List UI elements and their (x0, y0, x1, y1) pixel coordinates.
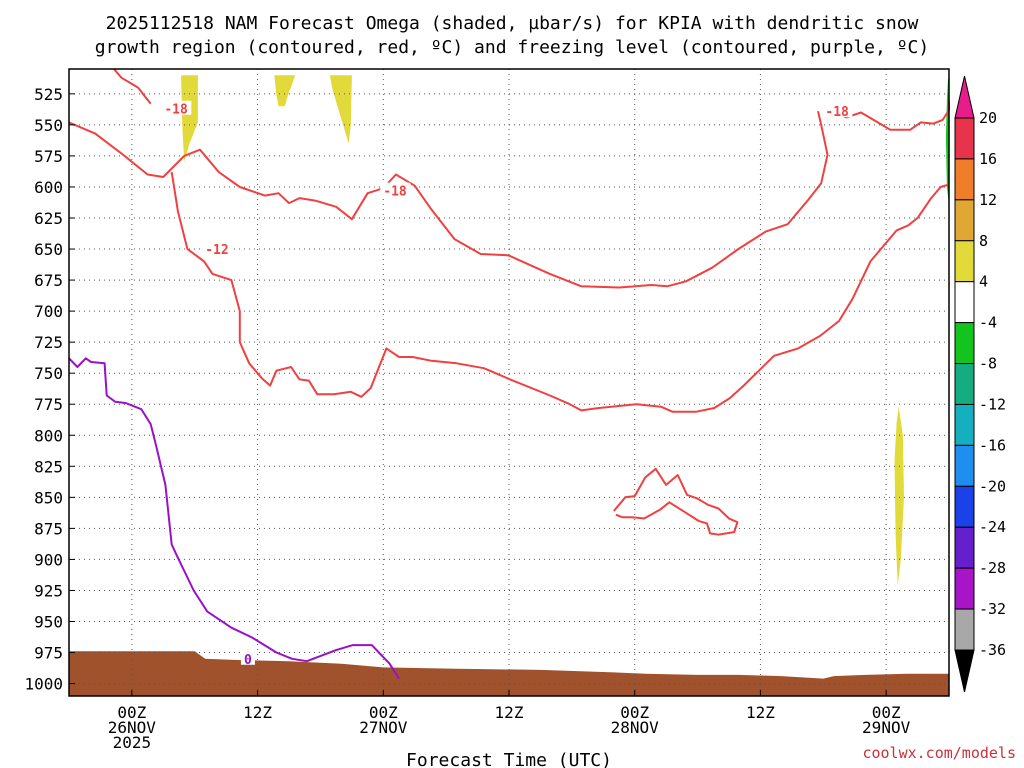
y-tick-label: 775 (34, 395, 63, 414)
colorbar-band (954, 444, 975, 487)
colorbar-band (954, 158, 975, 201)
contour-labels: -18 -18 -18 -12 0 (161, 100, 853, 668)
colorbar-label: -8 (979, 355, 997, 373)
colorbar-band (954, 240, 975, 283)
freezing-level-contour (68, 357, 400, 680)
y-tick-label: 525 (34, 85, 63, 104)
y-tick-label: 575 (34, 147, 63, 166)
y-tick-label: 800 (34, 426, 63, 445)
x-tick-label: 12Z (495, 703, 524, 722)
y-tick-label: 675 (34, 271, 63, 290)
y-tick-label: 750 (34, 364, 63, 383)
y-tick-label: 550 (34, 116, 63, 135)
x-tick-label: 00Z (872, 703, 901, 722)
x-tick-label: 29NOV (862, 718, 911, 737)
credit-text: coolwx.com/models (862, 744, 1016, 762)
red-contour-minus12-lower-island (613, 467, 739, 536)
y-tick-label: 600 (34, 178, 63, 197)
contour-label: 0 (244, 653, 252, 668)
x-tick-label: 28NOV (611, 718, 660, 737)
colorbar-band (954, 567, 975, 610)
colorbar-label: 12 (979, 191, 997, 209)
contour-label-background (161, 100, 192, 115)
omega-area-3 (329, 75, 352, 144)
y-tick-label: 925 (34, 581, 63, 600)
colorbar-band (954, 322, 975, 365)
x-tick-label: 12Z (746, 703, 775, 722)
omega-area-2 (274, 75, 296, 107)
colorbar-band (954, 281, 975, 324)
x-tick-label: 26NOV (108, 718, 157, 737)
red-contour-minus18-upper-left (113, 68, 152, 105)
omega-shading (181, 75, 949, 586)
y-tick-label: 650 (34, 240, 63, 259)
grid-lines (69, 69, 949, 696)
contour-label: -18 (825, 105, 849, 120)
terrain-layer (69, 651, 949, 696)
y-tick-label: 875 (34, 519, 63, 538)
colorbar-label: -28 (979, 559, 1006, 577)
contour-label-background (240, 650, 255, 665)
colorbar-label: -16 (979, 436, 1006, 454)
contour-label-background (822, 103, 853, 118)
dendritic-growth-contours (68, 68, 950, 536)
terrain-ground-fill (69, 651, 949, 696)
x-tick-label: 00Z (620, 703, 649, 722)
x-tick-label: 12Z (243, 703, 272, 722)
colorbar-label: -4 (979, 314, 997, 332)
colorbar-band (954, 403, 975, 446)
colorbar-label: -12 (979, 395, 1006, 413)
y-tick-label: 900 (34, 550, 63, 569)
x-axis-title: Forecast Time (UTC) (406, 750, 612, 768)
colorbar: 20 16 12 8 4 -4 -8 -12 -16 -20 -24 -28 -32 -36 (954, 75, 1006, 693)
red-contour-minus12 (170, 171, 950, 413)
colorbar-top-triangle (954, 75, 975, 119)
colorbar-label: -24 (979, 518, 1006, 536)
contour-label-background (380, 182, 411, 197)
colorbar-band (954, 199, 975, 242)
y-tick-label: 625 (34, 209, 63, 228)
contour-label: -12 (205, 243, 228, 258)
x-tick-label: 2025 (113, 733, 152, 752)
colorbar-bottom-triangle (954, 649, 975, 693)
x-tick-label: 00Z (117, 703, 146, 722)
colorbar-band (954, 117, 975, 160)
omega-area-1 (181, 75, 198, 163)
contour-label-background (202, 241, 233, 256)
colorbar-band (954, 526, 975, 569)
contour-label: -18 (383, 185, 407, 200)
colorbar-label: 16 (979, 150, 997, 168)
colorbar-label: 4 (979, 273, 988, 291)
y-axis: 525 550 575 600 625 650 675 700 725 750 775 800 825 8… (24, 85, 75, 694)
red-contour-minus18-upper-right (827, 101, 950, 131)
colorbar-label: 20 (979, 109, 997, 127)
y-tick-label: 950 (34, 613, 63, 632)
x-tick-label: 00Z (369, 703, 398, 722)
chart-title-line-2: growth region (contoured, red, ºC) and f… (95, 37, 929, 58)
colorbar-band (954, 363, 975, 405)
colorbar-band (954, 608, 975, 651)
x-tick-label: 27NOV (359, 718, 408, 737)
colorbar-label: -32 (979, 600, 1006, 618)
chart-title-line-1: 2025112518 NAM Forecast Omega (shaded, µ… (106, 13, 919, 34)
colorbar-label: -36 (979, 641, 1006, 659)
y-tick-label: 850 (34, 488, 63, 507)
colorbar-label: -20 (979, 477, 1006, 495)
y-tick-label: 825 (34, 457, 63, 476)
purple-contour-0C (68, 357, 400, 680)
y-tick-label: 1000 (24, 675, 63, 694)
y-tick-label: 975 (34, 644, 63, 663)
omega-area-4 (894, 406, 904, 586)
plot-area (69, 69, 949, 696)
red-contour-minus18-main (68, 110, 829, 289)
y-tick-label: 700 (34, 302, 63, 321)
y-tick-label: 725 (34, 333, 63, 352)
colorbar-band (954, 485, 975, 528)
colorbar-label: 8 (979, 232, 988, 250)
contour-label: -18 (164, 103, 188, 118)
